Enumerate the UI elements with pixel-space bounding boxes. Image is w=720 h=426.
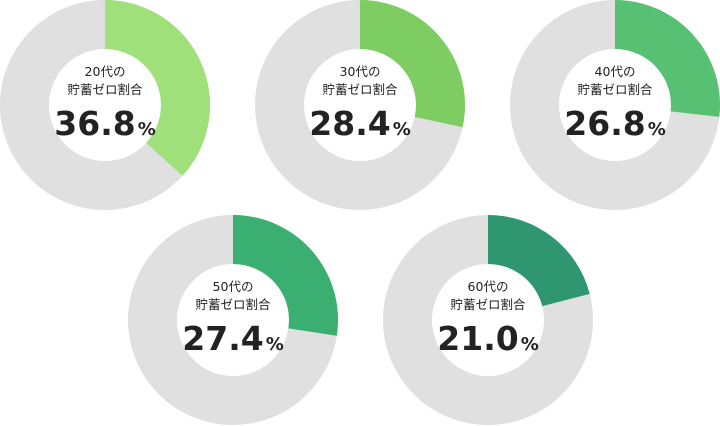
donut-subtitle: 貯蓄ゼロ割合 (67, 82, 143, 97)
donut-title: 50代の (213, 279, 254, 294)
donut-segment (360, 0, 465, 128)
donut-subtitle: 貯蓄ゼロ割合 (450, 297, 526, 312)
value-number: 27.4 (182, 319, 263, 358)
value-number: 28.4 (309, 104, 390, 143)
value-label: 26.8% (564, 104, 665, 143)
donut-title: 30代の (340, 64, 381, 79)
value-unit: % (138, 119, 156, 140)
donut-segment (105, 0, 210, 176)
donut-title: 40代の (595, 64, 636, 79)
value-label: 36.8% (54, 104, 155, 143)
value-number: 21.0 (437, 319, 518, 358)
value-unit: % (648, 119, 666, 140)
value-unit: % (266, 334, 284, 355)
value-number: 36.8 (54, 104, 135, 143)
donut-segment (615, 0, 720, 117)
donut-title: 60代の (468, 279, 509, 294)
value-label: 28.4% (309, 104, 410, 143)
value-label: 27.4% (182, 319, 283, 358)
donut-subtitle: 貯蓄ゼロ割合 (195, 297, 271, 312)
value-label: 21.0% (437, 319, 538, 358)
donut-subtitle: 貯蓄ゼロ割合 (577, 82, 653, 97)
value-unit: % (393, 119, 411, 140)
value-unit: % (521, 334, 539, 355)
donut-segment (233, 215, 339, 336)
value-number: 26.8 (564, 104, 645, 143)
donut-title: 20代の (85, 64, 126, 79)
donut-subtitle: 貯蓄ゼロ割合 (322, 82, 398, 97)
donut-segment (488, 215, 590, 307)
